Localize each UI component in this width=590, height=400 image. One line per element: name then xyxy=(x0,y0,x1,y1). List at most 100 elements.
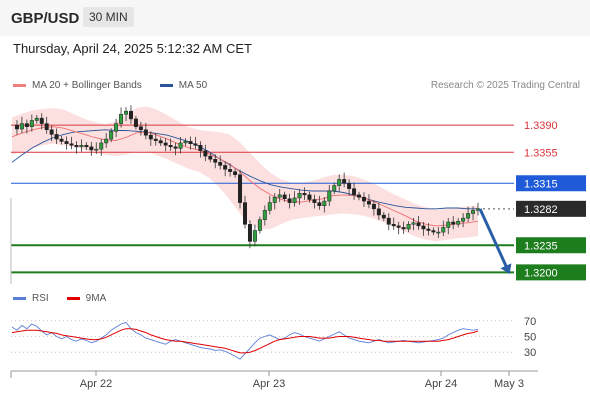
legend-label-ma50: MA 50 xyxy=(178,80,208,91)
candle xyxy=(282,191,287,202)
candle-body xyxy=(94,148,99,151)
candle-body xyxy=(79,145,84,148)
candle xyxy=(109,128,114,143)
candle xyxy=(168,138,173,151)
level-support-4: 1.3235 xyxy=(11,237,586,254)
candle xyxy=(297,189,302,205)
candle xyxy=(436,227,441,238)
candle xyxy=(391,217,396,230)
candle xyxy=(104,133,109,148)
candle xyxy=(292,191,297,207)
candle xyxy=(411,217,416,231)
candle-body xyxy=(337,179,342,186)
candle-body xyxy=(183,141,188,144)
candle xyxy=(431,227,436,236)
candle xyxy=(441,220,446,237)
candle-body xyxy=(342,179,347,184)
candle-body xyxy=(302,193,307,196)
candle xyxy=(208,153,213,163)
candle-body xyxy=(198,145,203,151)
candle-body xyxy=(54,134,59,140)
research-credit: Research © 2025 Trading Central xyxy=(430,80,580,91)
level-resistance-0: 1.3390 xyxy=(11,120,558,132)
candle-body xyxy=(247,224,252,242)
candle xyxy=(446,217,451,235)
candle xyxy=(19,116,24,134)
candle xyxy=(337,174,342,192)
candle-body xyxy=(292,197,297,203)
candle xyxy=(416,215,421,230)
candle-body xyxy=(228,169,233,172)
candle-body xyxy=(59,138,64,142)
candle-body xyxy=(252,230,257,242)
candle xyxy=(143,122,148,140)
level-pivot-2: 1.3315 xyxy=(11,175,586,192)
chart-header: GBP/USD 30 MIN xyxy=(0,0,590,36)
timestamp: Thursday, April 24, 2025 5:12:32 AM CET xyxy=(13,41,252,56)
candle xyxy=(277,188,282,203)
candle-body xyxy=(143,129,148,136)
candle-body xyxy=(233,171,238,175)
candle-body xyxy=(74,145,79,148)
candle xyxy=(34,115,39,124)
legend-ma20-bb: MA 20 + Bollinger Bands xyxy=(13,80,142,91)
candle-body xyxy=(436,231,441,234)
candle xyxy=(272,193,277,210)
candle xyxy=(317,195,322,210)
candle-body xyxy=(203,150,208,157)
candle xyxy=(376,202,381,220)
candle xyxy=(327,185,332,207)
candle xyxy=(138,121,143,136)
candle xyxy=(39,113,44,130)
candle-body xyxy=(133,118,138,127)
candle xyxy=(128,105,133,124)
ma50-line xyxy=(11,129,478,210)
candle xyxy=(198,141,203,158)
candle-body xyxy=(421,225,426,230)
candle xyxy=(426,223,431,236)
x-tick-label-3: May 3 xyxy=(494,378,524,390)
candle-body xyxy=(89,146,94,151)
candle xyxy=(357,191,362,201)
legend-label-ma20: MA 20 + Bollinger Bands xyxy=(32,80,142,91)
candle-body xyxy=(34,117,39,121)
candles xyxy=(14,105,480,249)
timeframe-badge[interactable]: 30 MIN xyxy=(83,7,134,27)
level-resistance-1: 1.3355 xyxy=(11,147,558,159)
candle xyxy=(347,179,352,196)
legend-rsi: RSI xyxy=(13,293,49,304)
legend-swatch-rsi xyxy=(13,297,26,300)
candle xyxy=(74,141,79,154)
legend-9ma: 9MA xyxy=(66,293,107,304)
candle-body xyxy=(153,138,158,141)
candle-body xyxy=(29,120,34,127)
rsi-ma-line xyxy=(11,328,479,354)
level-label: 1.3315 xyxy=(524,178,558,190)
candle xyxy=(218,155,223,170)
candle-body xyxy=(114,123,119,132)
candle-body xyxy=(426,228,431,231)
level-label: 1.3282 xyxy=(524,204,558,216)
candle xyxy=(257,216,262,234)
candle-body xyxy=(267,202,272,211)
legend-label-9ma: 9MA xyxy=(85,293,107,304)
candle-body xyxy=(322,200,327,206)
candle xyxy=(471,206,476,221)
candle xyxy=(119,107,124,128)
candle xyxy=(163,137,168,152)
rsi-tick-label-50: 50 xyxy=(524,332,536,344)
candle xyxy=(14,120,19,135)
candle-body xyxy=(287,198,292,203)
candle xyxy=(54,128,59,145)
candle-body xyxy=(456,220,461,225)
candle xyxy=(24,119,29,134)
legend-label-rsi: RSI xyxy=(32,293,49,304)
legend-swatch-ma20 xyxy=(13,84,26,87)
candle-body xyxy=(366,200,371,205)
candle xyxy=(352,182,357,200)
candle-body xyxy=(128,110,133,120)
legend-swatch-ma50 xyxy=(159,84,173,87)
candle xyxy=(89,141,94,156)
candle xyxy=(49,125,54,142)
